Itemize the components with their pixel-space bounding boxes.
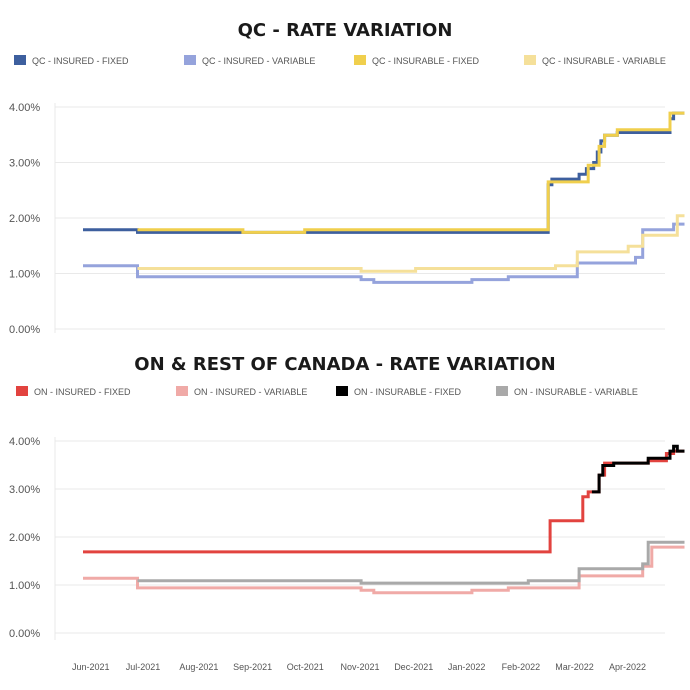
series-line xyxy=(591,444,685,494)
y-tick-label: 3.00% xyxy=(9,158,40,170)
legend-label: QC - INSURABLE - FIXED xyxy=(372,56,480,66)
x-tick-label: Apr-2022 xyxy=(609,662,646,672)
series-line xyxy=(83,111,685,234)
legend-swatch xyxy=(354,55,366,65)
chart-title: ON & REST OF CANADA - RATE VARIATION xyxy=(134,354,555,375)
legend-swatch xyxy=(16,386,28,396)
series-line xyxy=(137,111,685,234)
legend-label: QC - INSURED - FIXED xyxy=(32,56,129,66)
legend-label: QC - INSURED - VARIABLE xyxy=(202,56,315,66)
chart-title: QC - RATE VARIATION xyxy=(238,20,453,41)
series-line xyxy=(137,214,685,273)
x-tick-label: Jul-2021 xyxy=(126,662,161,672)
y-tick-label: 2.00% xyxy=(9,532,40,544)
y-tick-label: 3.00% xyxy=(9,484,40,496)
x-tick-label: Aug-2021 xyxy=(179,662,218,672)
legend-swatch xyxy=(336,386,348,396)
y-tick-label: 4.00% xyxy=(9,436,40,448)
y-tick-label: 1.00% xyxy=(9,580,40,592)
legend-swatch xyxy=(496,386,508,396)
y-tick-label: 4.00% xyxy=(9,102,40,114)
x-tick-label: Feb-2022 xyxy=(502,662,541,672)
series-line xyxy=(137,540,685,585)
series-line xyxy=(83,545,685,595)
legend-label: ON - INSURABLE - FIXED xyxy=(354,387,462,397)
legend-swatch xyxy=(184,55,196,65)
y-tick-label: 2.00% xyxy=(9,213,40,225)
x-tick-label: Mar-2022 xyxy=(555,662,594,672)
legend-label: ON - INSURED - VARIABLE xyxy=(194,387,307,397)
x-tick-label: Dec-2021 xyxy=(394,662,433,672)
legend-label: QC - INSURABLE - VARIABLE xyxy=(542,56,666,66)
x-tick-label: Oct-2021 xyxy=(287,662,324,672)
y-tick-label: 1.00% xyxy=(9,269,40,281)
x-tick-label: Nov-2021 xyxy=(341,662,380,672)
x-tick-label: Jun-2021 xyxy=(72,662,110,672)
legend-label: ON - INSURED - FIXED xyxy=(34,387,131,397)
legend-swatch xyxy=(524,55,536,65)
x-tick-label: Sep-2021 xyxy=(233,662,272,672)
y-tick-label: 0.00% xyxy=(9,324,40,336)
legend-swatch xyxy=(176,386,188,396)
legend-label: ON - INSURABLE - VARIABLE xyxy=(514,387,638,397)
y-tick-label: 0.00% xyxy=(9,628,40,640)
legend-swatch xyxy=(14,55,26,65)
x-tick-label: Jan-2022 xyxy=(448,662,486,672)
